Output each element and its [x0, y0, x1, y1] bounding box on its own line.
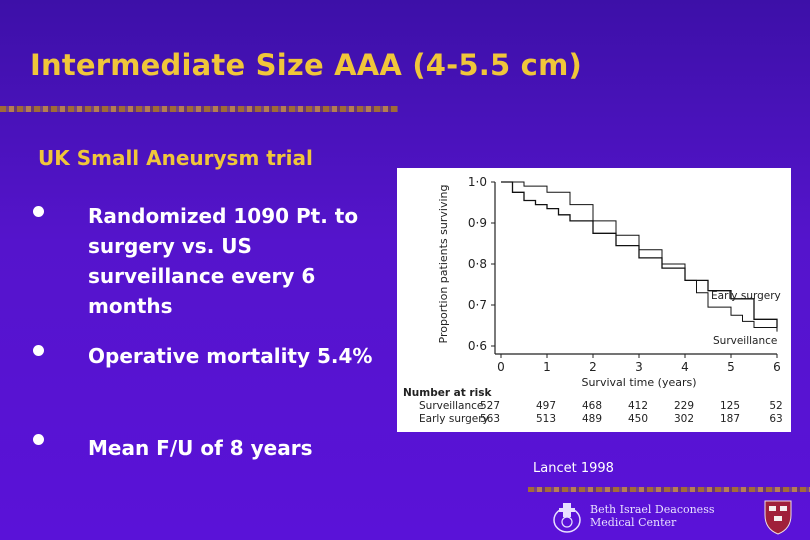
title-divider — [0, 106, 398, 112]
x-tick-label: 0 — [497, 360, 505, 374]
x-tick-label: 1 — [543, 360, 551, 374]
logo-line-2: Medical Center — [590, 516, 677, 529]
survival-chart: 0·6 0·7 0·8 0·9 1·0 0 1 2 3 4 5 6 Survival time (yea… — [397, 168, 791, 432]
risk-value: 513 — [536, 413, 556, 425]
bullet-dot-3 — [33, 434, 44, 445]
slide-subtitle: UK Small Aneurysm trial — [38, 146, 313, 170]
y-tick-label: 0·9 — [468, 216, 487, 230]
risk-value: 302 — [674, 413, 694, 425]
risk-value: 412 — [628, 400, 648, 412]
bullet-text-1: Randomized 1090 Pt. to surgery vs. US su… — [88, 204, 359, 318]
risk-value: 52 — [769, 400, 782, 412]
risk-value: 527 — [480, 400, 500, 412]
y-tick-label: 1·0 — [468, 175, 487, 189]
bullet-text-3: Mean F/U of 8 years — [88, 436, 313, 460]
legend-surveillance: Surveillance — [713, 335, 777, 347]
risk-value: 497 — [536, 400, 556, 412]
survival-chart-svg: 0·6 0·7 0·8 0·9 1·0 0 1 2 3 4 5 6 Survival time (yea… — [397, 168, 791, 432]
x-tick-label: 2 — [589, 360, 597, 374]
footer-divider — [528, 487, 810, 492]
x-tick-label: 5 — [727, 360, 735, 374]
citation: Lancet 1998 — [533, 461, 614, 476]
risk-value: 229 — [674, 400, 694, 412]
risk-value: 489 — [582, 413, 602, 425]
y-tick-label: 0·7 — [468, 298, 487, 312]
risk-value: 125 — [720, 400, 740, 412]
x-axis-label: Survival time (years) — [581, 376, 696, 389]
y-tick-label: 0·8 — [468, 257, 487, 271]
y-tick-label: 0·6 — [468, 339, 487, 353]
logo-line-1: Beth Israel Deaconess — [590, 503, 715, 516]
legend-early-surgery: Early surgery — [711, 290, 781, 302]
bullet-dot-1 — [33, 206, 44, 217]
risk-row-label: Surveillance — [419, 400, 483, 412]
x-tick-label: 4 — [681, 360, 689, 374]
risk-value: 468 — [582, 400, 602, 412]
risk-value: 450 — [628, 413, 648, 425]
risk-value: 187 — [720, 413, 740, 425]
x-tick-label: 6 — [773, 360, 781, 374]
risk-value: 63 — [769, 413, 782, 425]
bidmc-seal-icon — [553, 503, 581, 533]
risk-table-header: Number at risk — [403, 387, 492, 399]
hospital-logo-text: Beth Israel Deaconess Medical Center — [590, 503, 714, 529]
risk-row-label: Early surgery — [419, 413, 489, 425]
x-tick-label: 3 — [635, 360, 643, 374]
bullet-dot-2 — [33, 345, 44, 356]
y-axis-label: Proportion patients surviving — [437, 185, 450, 344]
harvard-shield-icon — [764, 500, 792, 535]
slide-title: Intermediate Size AAA (4-5.5 cm) — [30, 48, 582, 82]
risk-value: 563 — [480, 413, 500, 425]
series-surveillance-line — [501, 181, 778, 332]
bullet-text-2: Operative mortality 5.4% — [88, 344, 373, 368]
